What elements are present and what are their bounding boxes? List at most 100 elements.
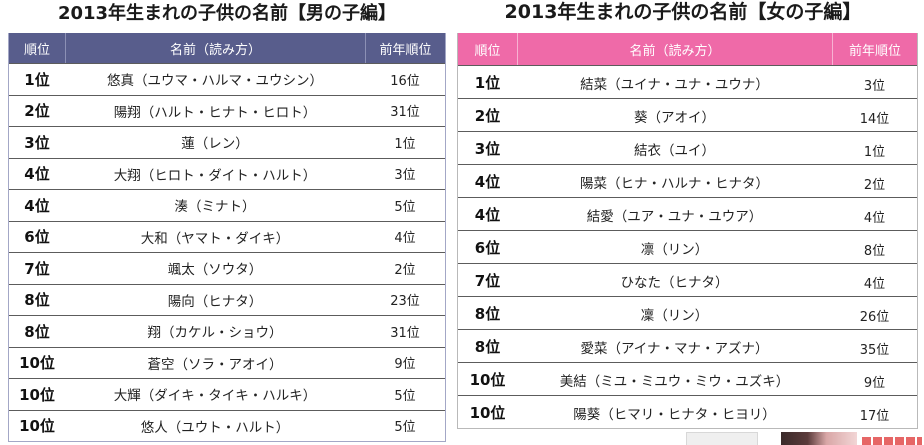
boys-ranking-table: 順位 名前（読み方） 前年順位 1位 悠真（ユウマ・ハルマ・ユウシン） 16位 2位陽… bbox=[8, 33, 446, 442]
prev-rank-cell: 1位 bbox=[863, 144, 886, 160]
header-prev-rank: 前年順位 bbox=[365, 33, 445, 63]
rank-cell: 1位 bbox=[474, 73, 501, 92]
table-row: 6位 凛（リン） 8位 bbox=[458, 230, 917, 263]
rank-cell: 10位 bbox=[19, 417, 55, 436]
name-reading-cell: 蓮（レン） bbox=[181, 136, 249, 153]
table-row: 2位 陽翔（ハルト・ヒナト・ヒロト） 31位 bbox=[9, 94, 445, 127]
girls-table-header: 順位 名前（読み方） 前年順位 bbox=[458, 33, 917, 65]
name-reading-cell: 大輝（ダイキ・タイキ・ハルキ） bbox=[113, 388, 317, 405]
girls-table-title: 2013年生まれの子供の名前【女の子編】 bbox=[504, 1, 862, 23]
rank-cell: 8位 bbox=[474, 304, 501, 323]
prev-rank-cell: 3位 bbox=[863, 78, 886, 94]
rank-cell: 8位 bbox=[474, 337, 501, 356]
name-reading-cell: 結衣（ユイ） bbox=[634, 142, 715, 159]
rank-cell: 10位 bbox=[19, 385, 55, 404]
boys-table-header: 順位 名前（読み方） 前年順位 bbox=[9, 33, 445, 63]
name-reading-cell: 湊（ミナト） bbox=[174, 199, 256, 216]
name-reading-cell: 結愛（ユア・ユナ・ユウア） bbox=[586, 208, 763, 225]
prev-rank-cell: 4位 bbox=[863, 210, 886, 226]
prev-rank-cell: 5位 bbox=[394, 420, 416, 436]
prev-rank-cell: 9位 bbox=[863, 375, 886, 391]
prev-rank-cell: 2位 bbox=[863, 177, 886, 193]
table-row: 3位 結衣（ユイ） 1位 bbox=[458, 131, 917, 164]
prev-rank-cell: 5位 bbox=[394, 388, 416, 404]
table-row: 10位 陽葵（ヒマリ・ヒナタ・ヒヨリ） 17位 bbox=[458, 395, 917, 428]
rank-cell: 2位 bbox=[474, 106, 501, 125]
name-reading-cell: 陽菜（ヒナ・ハルナ・ヒナタ） bbox=[580, 175, 769, 192]
name-reading-cell: 蒼空（ソラ・アオイ） bbox=[147, 356, 283, 373]
girls-table-body: 1位 結菜（ユイナ・ユナ・ユウナ） 3位 2位 葵（アオイ） 14位 3位 結衣（ユイ） 1位 4… bbox=[458, 65, 917, 428]
girls-ranking-table: 順位 名前（読み方） 前年順位 1位 結菜（ユイナ・ユナ・ユウナ） 3位 2位 葵（アオ… bbox=[457, 33, 918, 429]
table-row: 10位 悠人（ユウト・ハルト） 5位 bbox=[9, 409, 445, 442]
prev-rank-cell: 35位 bbox=[859, 342, 890, 358]
header-name: 名前（読み方） bbox=[65, 33, 365, 63]
boys-table-body: 1位 悠真（ユウマ・ハルマ・ユウシン） 16位 2位 陽翔（ハルト・ヒナト・ヒロト） 31… bbox=[9, 63, 445, 441]
rank-cell: 6位 bbox=[474, 238, 501, 257]
name-reading-cell: 結菜（ユイナ・ユナ・ユウナ） bbox=[580, 76, 769, 93]
table-row: 10位 大輝（ダイキ・タイキ・ハルキ） 5位 bbox=[9, 378, 445, 410]
name-reading-cell: 陽翔（ハルト・ヒナト・ヒロト） bbox=[113, 104, 317, 121]
prev-rank-cell: 8位 bbox=[863, 243, 886, 259]
cropped-thumbnail-image[interactable] bbox=[686, 432, 758, 445]
name-reading-cell: 凛（リン） bbox=[640, 241, 709, 258]
table-row: 6位 大和（ヤマト・ダイキ） 4位 bbox=[9, 220, 445, 253]
name-reading-cell: 悠人（ユウト・ハルト） bbox=[140, 419, 290, 436]
table-row: 8位 陽向（ヒナタ） 23位 bbox=[9, 283, 445, 316]
prev-rank-cell: 1位 bbox=[394, 136, 416, 152]
rank-cell: 1位 bbox=[24, 70, 50, 89]
prev-rank-cell: 31位 bbox=[390, 105, 420, 121]
rank-cell: 10位 bbox=[469, 370, 506, 389]
name-reading-cell: 愛菜（アイナ・マナ・アズナ） bbox=[580, 340, 769, 357]
rank-cell: 4位 bbox=[24, 196, 50, 215]
boys-table-title: 2013年生まれの子供の名前【男の子編】 bbox=[57, 3, 397, 24]
rank-cell: 3位 bbox=[24, 133, 50, 152]
cropped-caption-fragment[interactable] bbox=[862, 437, 922, 445]
name-reading-cell: 陽葵（ヒマリ・ヒナタ・ヒヨリ） bbox=[573, 406, 776, 423]
name-reading-cell: 美結（ミユ・ミユウ・ミウ・ユズキ） bbox=[559, 373, 790, 390]
header-prev-rank: 前年順位 bbox=[832, 33, 917, 65]
rank-cell: 10位 bbox=[19, 354, 55, 373]
table-row: 10位 美結（ミユ・ミユウ・ミウ・ユズキ） 9位 bbox=[458, 362, 917, 395]
prev-rank-cell: 4位 bbox=[863, 276, 886, 292]
rank-cell: 8位 bbox=[24, 291, 50, 310]
header-name: 名前（読み方） bbox=[517, 33, 832, 65]
table-row: 1位 悠真（ユウマ・ハルマ・ユウシン） 16位 bbox=[9, 63, 445, 95]
table-row: 7位 颯太（ソウタ） 2位 bbox=[9, 252, 445, 284]
table-row: 7位 ひなた（ヒナタ） 4位 bbox=[458, 263, 917, 296]
table-row: 3位 蓮（レン） 1位 bbox=[9, 126, 445, 158]
name-reading-cell: 翔（カケル・ショウ） bbox=[147, 325, 283, 342]
cropped-thumbnail-photo[interactable] bbox=[781, 432, 857, 445]
rank-cell: 6位 bbox=[24, 228, 50, 247]
rank-cell: 4位 bbox=[474, 172, 501, 191]
table-row: 4位 陽菜（ヒナ・ハルナ・ヒナタ） 2位 bbox=[458, 164, 917, 197]
table-row: 8位 凜（リン） 26位 bbox=[458, 296, 917, 329]
table-row: 8位 愛菜（アイナ・マナ・アズナ） 35位 bbox=[458, 329, 917, 362]
prev-rank-cell: 23位 bbox=[390, 294, 420, 310]
name-reading-cell: ひなた（ヒナタ） bbox=[620, 274, 729, 291]
prev-rank-cell: 31位 bbox=[390, 325, 420, 341]
rank-cell: 7位 bbox=[24, 259, 50, 278]
header-rank: 順位 bbox=[474, 43, 501, 59]
name-reading-cell: 悠真（ユウマ・ハルマ・ユウシン） bbox=[107, 73, 323, 90]
name-reading-cell: 葵（アオイ） bbox=[634, 109, 715, 126]
table-row: 10位 蒼空（ソラ・アオイ） 9位 bbox=[9, 346, 445, 379]
table-row: 2位 葵（アオイ） 14位 bbox=[458, 98, 917, 131]
table-row: 8位 翔（カケル・ショウ） 31位 bbox=[9, 315, 445, 347]
prev-rank-cell: 17位 bbox=[859, 408, 890, 424]
prev-rank-cell: 4位 bbox=[394, 231, 416, 247]
rank-cell: 7位 bbox=[474, 271, 501, 290]
name-reading-cell: 大和（ヤマト・ダイキ） bbox=[140, 230, 290, 247]
prev-rank-cell: 9位 bbox=[394, 357, 416, 373]
header-rank: 順位 bbox=[23, 42, 50, 58]
prev-rank-cell: 14位 bbox=[859, 111, 890, 127]
rank-cell: 4位 bbox=[24, 165, 50, 184]
rank-cell: 10位 bbox=[469, 403, 506, 422]
table-row: 4位 湊（ミナト） 5位 bbox=[9, 189, 445, 221]
name-reading-cell: 颯太（ソウタ） bbox=[167, 262, 263, 279]
prev-rank-cell: 5位 bbox=[394, 199, 416, 215]
name-reading-cell: 陽向（ヒナタ） bbox=[167, 293, 263, 310]
rank-cell: 8位 bbox=[24, 322, 50, 341]
prev-rank-cell: 16位 bbox=[390, 73, 420, 89]
table-row: 4位 結愛（ユア・ユナ・ユウア） 4位 bbox=[458, 197, 917, 230]
name-reading-cell: 大翔（ヒロト・ダイト・ハルト） bbox=[113, 167, 317, 184]
